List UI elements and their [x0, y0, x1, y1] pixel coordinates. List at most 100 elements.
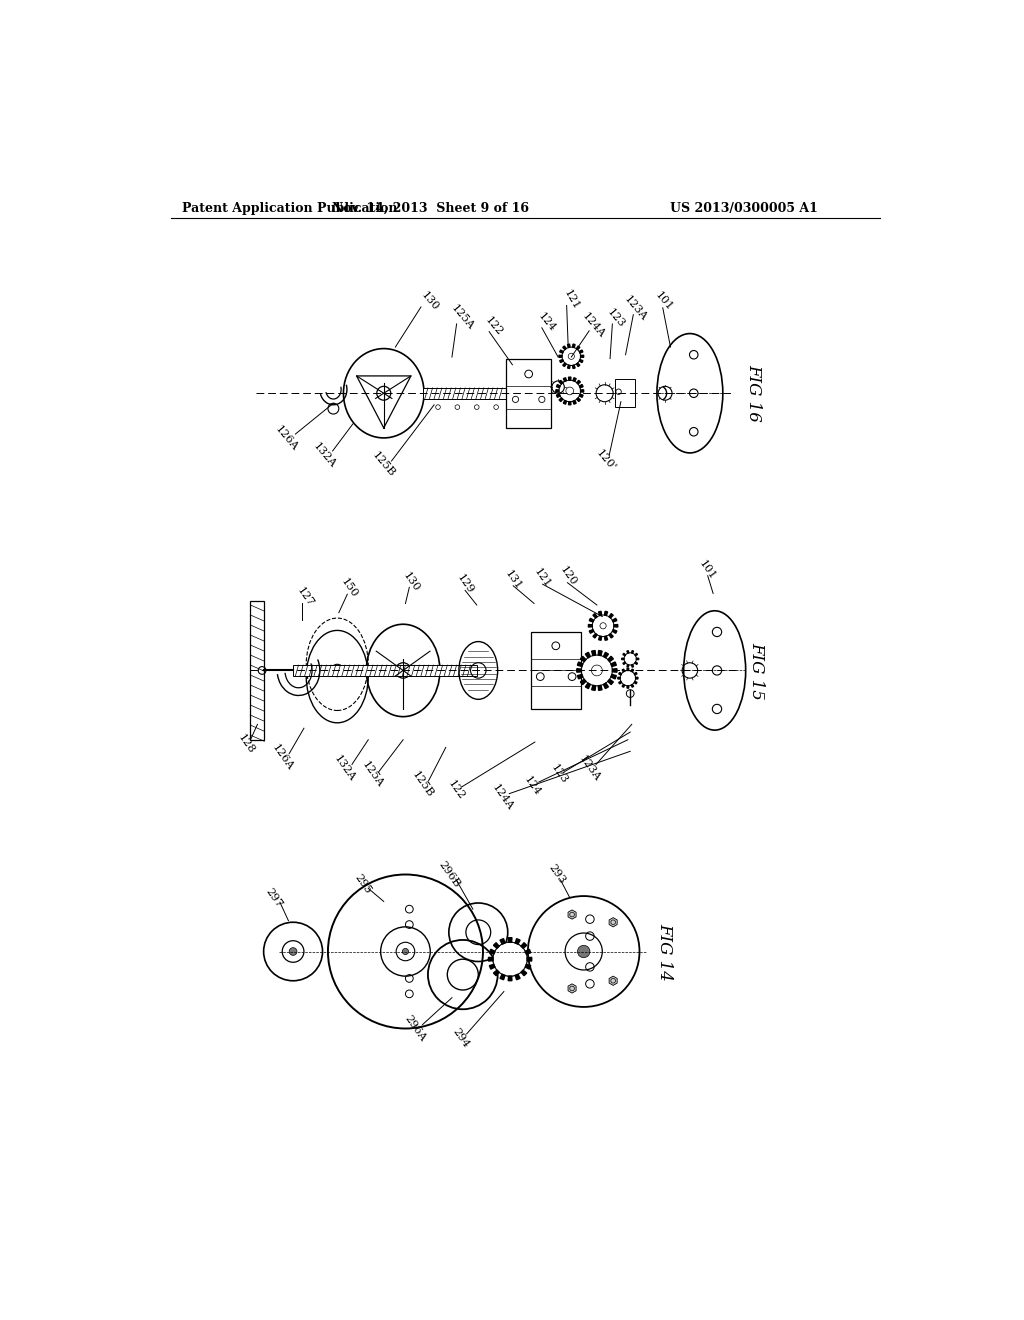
Text: 101: 101: [696, 558, 717, 581]
Polygon shape: [627, 651, 629, 653]
Polygon shape: [592, 651, 596, 656]
Circle shape: [578, 945, 590, 958]
Polygon shape: [632, 651, 634, 653]
Polygon shape: [632, 664, 634, 667]
Polygon shape: [577, 346, 580, 350]
Polygon shape: [488, 957, 494, 961]
Text: 125A: 125A: [359, 759, 385, 789]
Polygon shape: [612, 618, 616, 622]
Polygon shape: [593, 614, 597, 618]
Polygon shape: [556, 395, 560, 397]
Polygon shape: [609, 977, 617, 985]
Polygon shape: [559, 397, 563, 401]
Text: 296A: 296A: [402, 1014, 427, 1043]
Bar: [615, 379, 635, 407]
Text: 125A: 125A: [450, 304, 476, 333]
Text: 130: 130: [400, 570, 421, 594]
Polygon shape: [603, 682, 608, 689]
Text: 293: 293: [547, 863, 567, 886]
Polygon shape: [586, 682, 590, 689]
Polygon shape: [515, 939, 520, 944]
Text: 122: 122: [483, 315, 505, 338]
Polygon shape: [618, 672, 622, 675]
Text: 121: 121: [561, 288, 581, 312]
Polygon shape: [635, 653, 638, 656]
Polygon shape: [581, 680, 586, 685]
Text: 123A: 123A: [577, 754, 602, 783]
Text: 131: 131: [503, 568, 523, 591]
Polygon shape: [563, 346, 566, 350]
Polygon shape: [598, 685, 602, 690]
Polygon shape: [631, 669, 634, 672]
Polygon shape: [577, 380, 581, 384]
Text: 101: 101: [653, 290, 675, 313]
Polygon shape: [627, 664, 629, 667]
Polygon shape: [521, 942, 526, 948]
Text: 126A: 126A: [270, 743, 296, 772]
Polygon shape: [568, 909, 577, 919]
Polygon shape: [556, 389, 559, 392]
Text: 124: 124: [536, 312, 557, 334]
Polygon shape: [500, 974, 505, 979]
Polygon shape: [508, 975, 512, 981]
Bar: [506, 359, 551, 428]
Text: 132A: 132A: [333, 754, 357, 783]
Polygon shape: [573, 378, 577, 381]
Polygon shape: [589, 618, 594, 622]
Text: 297: 297: [263, 886, 284, 909]
Polygon shape: [622, 659, 624, 660]
Polygon shape: [636, 677, 638, 678]
Polygon shape: [611, 663, 616, 667]
Polygon shape: [581, 355, 584, 358]
Polygon shape: [578, 675, 583, 678]
Circle shape: [402, 948, 409, 954]
Polygon shape: [623, 663, 626, 664]
Bar: [423, 388, 508, 399]
Polygon shape: [627, 668, 629, 671]
Polygon shape: [599, 611, 601, 615]
Text: 296B: 296B: [437, 859, 462, 890]
Polygon shape: [613, 624, 617, 627]
Text: 130: 130: [420, 289, 441, 313]
Polygon shape: [568, 401, 571, 405]
Polygon shape: [559, 380, 563, 384]
Text: 126A: 126A: [273, 424, 300, 453]
Text: 123: 123: [605, 306, 627, 329]
Polygon shape: [604, 636, 607, 640]
Polygon shape: [563, 363, 566, 367]
Polygon shape: [634, 672, 637, 675]
Text: 120': 120': [595, 447, 617, 473]
Polygon shape: [508, 937, 512, 942]
Circle shape: [493, 942, 527, 977]
Polygon shape: [489, 949, 495, 954]
Polygon shape: [580, 395, 583, 397]
Text: FIG 16: FIG 16: [745, 364, 763, 422]
Text: 127: 127: [295, 586, 315, 609]
Polygon shape: [568, 983, 577, 993]
Text: FIG 14: FIG 14: [656, 923, 674, 981]
Text: 123A: 123A: [623, 294, 649, 323]
Polygon shape: [581, 389, 584, 392]
Polygon shape: [634, 681, 637, 684]
Polygon shape: [567, 345, 570, 347]
Polygon shape: [556, 384, 560, 388]
Text: 132A: 132A: [311, 441, 337, 470]
Polygon shape: [580, 350, 583, 352]
Polygon shape: [627, 686, 629, 688]
Polygon shape: [525, 949, 530, 954]
Bar: [293, 665, 477, 676]
Polygon shape: [563, 400, 566, 404]
Polygon shape: [598, 651, 602, 656]
Polygon shape: [494, 970, 499, 975]
Text: 123: 123: [550, 763, 570, 785]
Circle shape: [624, 653, 636, 665]
Text: 294: 294: [451, 1026, 471, 1049]
Text: 124A: 124A: [489, 783, 515, 812]
Polygon shape: [560, 350, 563, 352]
Polygon shape: [604, 611, 607, 615]
Polygon shape: [489, 965, 495, 969]
Polygon shape: [580, 384, 583, 388]
Polygon shape: [612, 630, 616, 634]
Polygon shape: [560, 359, 563, 363]
Polygon shape: [609, 917, 617, 927]
